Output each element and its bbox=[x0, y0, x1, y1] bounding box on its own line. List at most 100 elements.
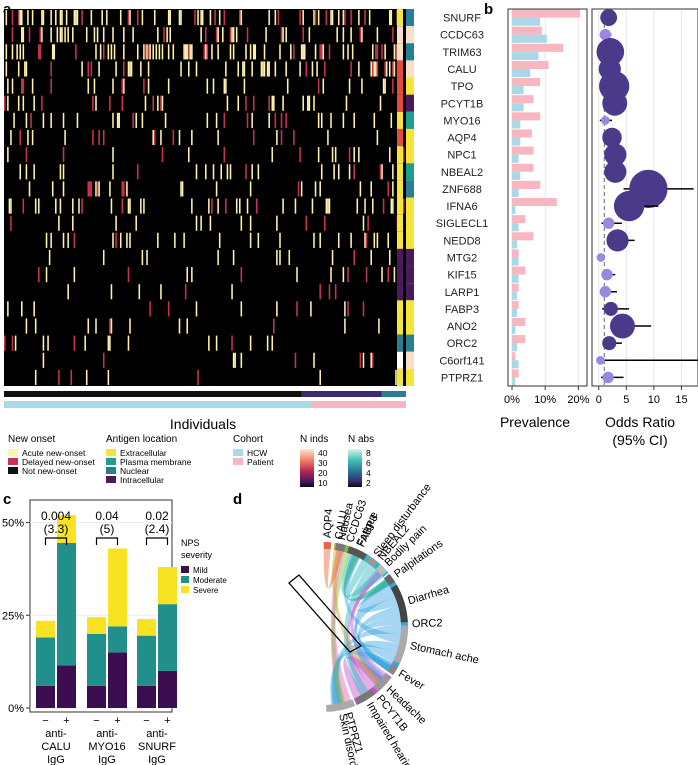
heatmap-cell bbox=[166, 27, 168, 43]
heatmap-cell bbox=[87, 61, 90, 77]
heatmap-cell bbox=[187, 61, 190, 77]
heatmap-cell bbox=[127, 267, 130, 283]
pvalue-label: 0.04 bbox=[95, 509, 119, 523]
heatmap-cell bbox=[215, 27, 218, 43]
bar-segment bbox=[301, 391, 382, 397]
panel-label-d: d bbox=[233, 491, 242, 508]
chord-ribbon bbox=[331, 551, 351, 704]
heatmap-cell bbox=[112, 232, 114, 248]
heatmap-cell bbox=[180, 61, 182, 77]
heatmap-cell bbox=[206, 78, 209, 94]
minus-label: − bbox=[143, 715, 149, 727]
symptom-label: Diarrhea bbox=[407, 584, 452, 608]
legend-label: HCW bbox=[247, 448, 267, 458]
heatmap-cell bbox=[327, 129, 329, 146]
heatmap-cell bbox=[135, 112, 137, 128]
odds-ratio-point bbox=[603, 301, 618, 316]
heatmap-cell bbox=[121, 95, 124, 111]
n-inds-strip-cell bbox=[397, 60, 403, 78]
location-strip-cell bbox=[406, 111, 414, 129]
heatmap-cell bbox=[92, 129, 94, 146]
prevalence-bar bbox=[512, 146, 534, 155]
heatmap-cell bbox=[160, 284, 162, 300]
heatmap-cell bbox=[7, 301, 9, 317]
heatmap-cell bbox=[362, 352, 365, 368]
heatmap-cell bbox=[121, 181, 124, 197]
prevalence-bar bbox=[512, 171, 521, 180]
gene-label: ANO2 bbox=[447, 321, 477, 333]
prevalence-bar bbox=[512, 120, 521, 129]
heatmap-cell bbox=[237, 61, 240, 77]
heatmap-cell bbox=[402, 198, 405, 214]
heatmap-cell bbox=[112, 164, 114, 180]
heatmap-cell bbox=[167, 78, 170, 94]
location-strip-cell bbox=[406, 214, 414, 232]
gene-label: NBEAL2 bbox=[441, 167, 483, 179]
heatmap-cell bbox=[25, 164, 28, 180]
heatmap: SNURF CCDC63 TRIM63 CALU TPO PCYT1B MYO16 AQP4 N… bbox=[4, 9, 488, 432]
prevalence-bar bbox=[512, 232, 534, 241]
group-label-line3: IgG bbox=[98, 754, 116, 765]
heatmap-cell bbox=[314, 181, 317, 197]
heatmap-cell bbox=[226, 95, 229, 111]
location-strip-cell bbox=[406, 300, 414, 318]
heatmap-cell bbox=[388, 10, 391, 26]
heatmap-cell bbox=[273, 318, 275, 334]
legend-tick-label: 40 bbox=[318, 448, 328, 458]
heatmap-cell bbox=[361, 78, 363, 94]
heatmap-cell bbox=[215, 335, 218, 351]
heatmap-cell bbox=[76, 112, 79, 128]
gene-label: NEDD8 bbox=[443, 235, 480, 247]
heatmap-cell bbox=[342, 27, 345, 43]
legend-swatch bbox=[233, 449, 243, 456]
heatmap-cell bbox=[208, 335, 210, 351]
chord-diagram: PTPRZ1 PCYT1BORC2NBEAL2FABP3CCDC63CALUAQP… bbox=[288, 482, 480, 765]
heatmap-cell bbox=[184, 44, 187, 60]
heatmap-cell bbox=[299, 147, 301, 163]
heatmap-cell bbox=[393, 44, 396, 60]
gene-label: TRIM63 bbox=[442, 47, 481, 59]
heatmap-cell bbox=[294, 198, 297, 214]
heatmap-cell bbox=[325, 10, 328, 26]
heatmap-cell bbox=[225, 78, 227, 94]
legend-swatch bbox=[8, 458, 18, 465]
prevalence-bar bbox=[512, 360, 519, 369]
heatmap-cell bbox=[140, 198, 142, 214]
heatmap-cell bbox=[157, 232, 159, 248]
prevalence-tick-label: 20% bbox=[567, 394, 589, 406]
n-inds-strip-cell bbox=[397, 197, 403, 215]
heatmap-cell bbox=[59, 164, 62, 180]
heatmap-cell bbox=[245, 44, 247, 60]
n-inds-strip bbox=[397, 9, 403, 386]
chord-ribbon bbox=[358, 615, 401, 672]
chord-ribbon bbox=[323, 549, 344, 589]
n-inds-strip-cell bbox=[397, 231, 403, 249]
heatmap-cell bbox=[353, 112, 355, 128]
group-label-line1: anti- bbox=[45, 728, 67, 740]
heatmap-cell bbox=[337, 232, 340, 248]
heatmap-cell bbox=[72, 215, 74, 231]
symptom-arc bbox=[366, 556, 378, 568]
gene-labels: SNURF CCDC63 TRIM63 CALU TPO PCYT1B MYO16 AQP4 N… bbox=[436, 13, 489, 385]
legend-location-title: Antigen location bbox=[106, 434, 177, 445]
heatmap-cell bbox=[371, 198, 374, 214]
heatmap-cell bbox=[328, 44, 331, 60]
severity-tick-label: 50% bbox=[2, 518, 24, 530]
gene-label: C6orf141 bbox=[439, 355, 484, 367]
location-strip-cell bbox=[406, 283, 414, 301]
heatmap-cell bbox=[361, 27, 363, 43]
heatmap-cell bbox=[302, 95, 304, 111]
heatmap-cell bbox=[225, 61, 227, 77]
odds-ratio-point bbox=[602, 127, 622, 148]
heatmap-cell bbox=[252, 44, 255, 60]
chord-ribbon bbox=[343, 656, 383, 699]
heatmap-cell bbox=[359, 27, 362, 43]
chord-ribbon bbox=[350, 570, 386, 682]
heatmap-cell bbox=[311, 61, 314, 77]
plus-label: + bbox=[164, 715, 170, 727]
heatmap-cell bbox=[240, 301, 243, 317]
heatmap-cell bbox=[98, 181, 100, 197]
heatmap-cell bbox=[211, 198, 213, 214]
